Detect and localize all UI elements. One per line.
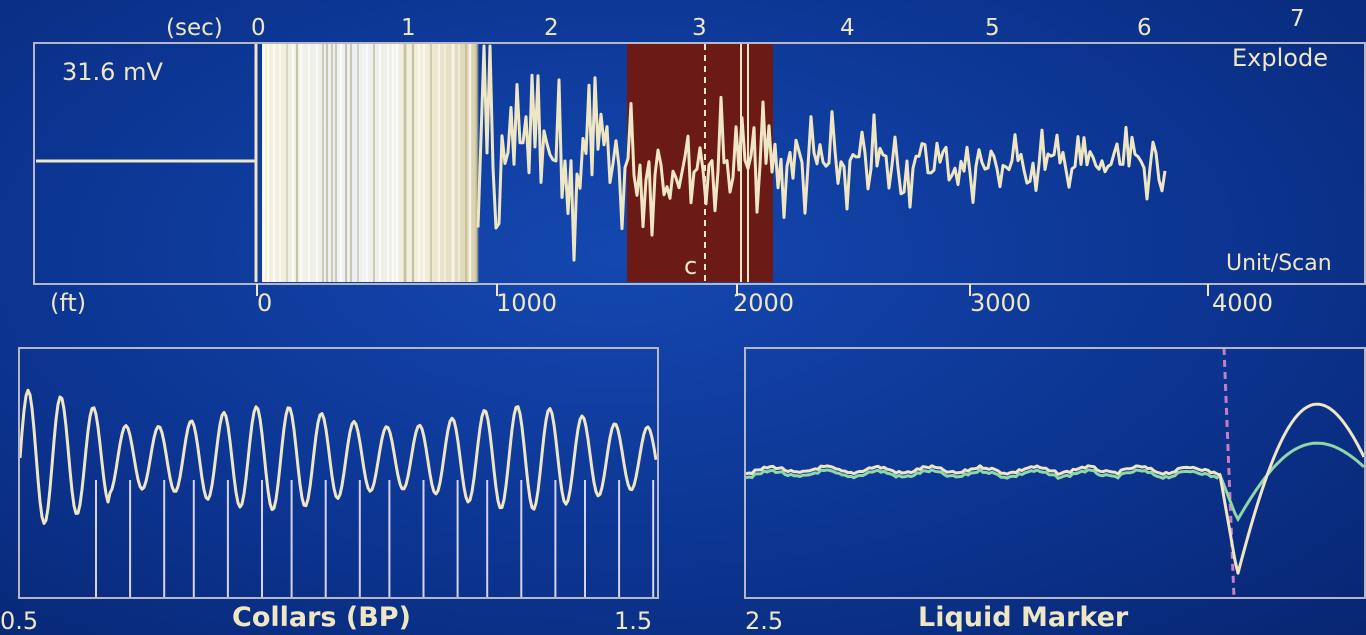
depth-tick-0: 0 xyxy=(257,289,273,317)
acoustic-waveform xyxy=(476,44,1167,262)
time-tick-1: 1 xyxy=(401,15,416,41)
time-tick-0: 0 xyxy=(251,15,266,41)
collars-title: Collars (BP) xyxy=(232,602,411,633)
liquid-marker-cursor xyxy=(1222,347,1236,599)
liquid-marker-title: Liquid Marker xyxy=(918,602,1129,633)
collars-range-start: 0.5 xyxy=(0,607,39,635)
time-tick-5: 5 xyxy=(985,15,1000,41)
depth-tick-2000: 2000 xyxy=(733,289,795,317)
collars-panel xyxy=(18,347,659,599)
depth-tick-3000: 3000 xyxy=(970,289,1032,317)
liquid-range-start: 2.5 xyxy=(745,607,784,635)
time-tick-3: 3 xyxy=(692,15,707,41)
liquid-waveform-secondary xyxy=(745,441,1366,523)
time-axis-unit: (sec) xyxy=(166,15,223,41)
main-trace-panel xyxy=(33,42,1366,285)
time-tick-2: 2 xyxy=(544,15,559,41)
time-tick-7: 7 xyxy=(1290,6,1305,32)
collars-range-end: 1.5 xyxy=(614,607,653,635)
depth-tick-4000: 4000 xyxy=(1212,289,1274,317)
voltage-readout: 31.6 mV xyxy=(62,58,163,86)
marker-label: c xyxy=(684,252,698,280)
liquid-marker-panel xyxy=(744,347,1366,599)
collar-tick-lines xyxy=(95,480,655,598)
time-tick-4: 4 xyxy=(840,15,855,41)
time-tick-6: 6 xyxy=(1137,15,1152,41)
depth-axis-unit: (ft) xyxy=(50,289,87,317)
mode-label: Explode xyxy=(1232,44,1328,72)
depth-tick-marks xyxy=(256,284,1209,296)
unit-scan-label: Unit/Scan xyxy=(1226,251,1332,276)
collars-waveform xyxy=(18,388,658,525)
signal-burst-lines xyxy=(262,44,479,282)
liquid-waveform xyxy=(745,402,1366,575)
depth-tick-1000: 1000 xyxy=(496,289,558,317)
